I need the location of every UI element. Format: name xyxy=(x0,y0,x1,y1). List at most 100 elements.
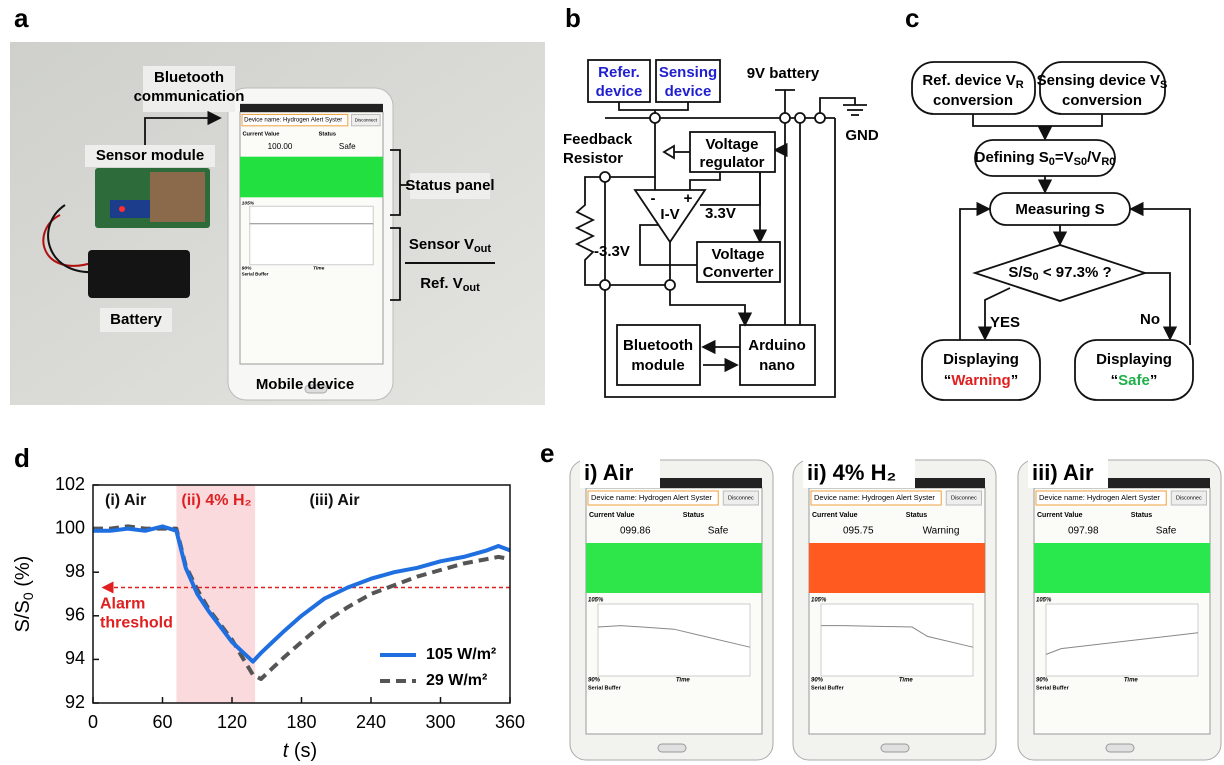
label: Status xyxy=(1131,512,1153,519)
threshold-label: Alarm xyxy=(100,596,145,613)
y-tick-label: 102 xyxy=(55,474,85,494)
label: Status xyxy=(319,131,336,137)
label: nano xyxy=(759,357,795,374)
disconnect-button-text: Disconnect xyxy=(355,117,378,122)
box xyxy=(740,325,815,385)
serial-buffer: Serial Buffer xyxy=(588,685,622,691)
x-tick-label: 300 xyxy=(425,712,455,732)
label: Voltage xyxy=(705,136,758,153)
label: Mobile device xyxy=(256,376,354,393)
panel-label: d xyxy=(14,443,30,473)
phone-label: i) Air xyxy=(584,460,634,485)
status: Warning xyxy=(923,526,960,537)
device-name: Device name: Hydrogen Alert Syster xyxy=(814,493,935,502)
annotation: (i) Air xyxy=(105,492,146,509)
shaded-region xyxy=(176,485,255,703)
label: Refer. xyxy=(598,64,640,81)
panel-c: Ref. device VR conversion Sensing device… xyxy=(912,62,1193,400)
label: Defining S0=VS0/VR0 xyxy=(975,149,1116,168)
panel-d: t (s) S/S0 (%) 0601201802403003609294969… xyxy=(12,474,525,763)
label: Displaying xyxy=(1096,351,1172,368)
panel-label: b xyxy=(565,3,581,33)
status: Safe xyxy=(1156,526,1177,537)
sensor-chip xyxy=(150,172,205,222)
label: -3.3V xyxy=(594,243,630,260)
label: device xyxy=(665,83,712,100)
graph xyxy=(821,604,973,676)
label: Bluetooth xyxy=(623,337,693,354)
x-tick-label: 60 xyxy=(152,712,172,732)
label: Resistor xyxy=(563,150,623,167)
y-tick-label: 96 xyxy=(65,605,85,625)
y-tick-label: 100 xyxy=(55,517,85,537)
disconnect-button-text: Disconnec xyxy=(1176,495,1202,501)
label: communication xyxy=(134,88,245,105)
serial-buffer: Serial Buffer xyxy=(242,272,269,277)
label: Bluetooth xyxy=(154,69,224,86)
graph-y-min: 90% xyxy=(588,678,601,684)
label: YES xyxy=(990,314,1020,331)
serial-buffer: Serial Buffer xyxy=(1036,685,1070,691)
y-tick-label: 98 xyxy=(65,561,85,581)
annotation: (ii) 4% H₂ xyxy=(181,492,251,509)
status-panel xyxy=(809,543,985,593)
home-button xyxy=(1106,744,1134,752)
label: 3.3V xyxy=(705,205,736,222)
data-line xyxy=(93,526,510,661)
legend-label: 105 W/m² xyxy=(426,646,496,663)
label: GND xyxy=(845,127,879,144)
label: I-V xyxy=(660,206,679,223)
serial-buffer: Serial Buffer xyxy=(811,685,845,691)
label: “Safe” xyxy=(1111,372,1158,389)
device-name: Device name: Hydrogen Alert Syster xyxy=(244,117,342,124)
label: regulator xyxy=(699,154,764,171)
phone-label: iii) Air xyxy=(1032,460,1094,485)
threshold-label: threshold xyxy=(100,615,173,632)
x-tick-label: 180 xyxy=(286,712,316,732)
x-tick-label: 360 xyxy=(495,712,525,732)
graph-x-label: Time xyxy=(676,678,691,684)
phone-screen: Device name: Hydrogen Alert Syster Discon… xyxy=(240,104,383,364)
label: Measuring S xyxy=(1015,201,1104,218)
label: Status xyxy=(683,512,705,519)
box xyxy=(922,340,1040,400)
status: Safe xyxy=(708,526,729,537)
panel-e: Device name: Hydrogen Alert Syster Discon… xyxy=(570,458,1221,760)
value: 100.00 xyxy=(268,142,293,151)
y-tick-label: 94 xyxy=(65,648,85,668)
panel-b: Refer. device Sensing device 9V battery … xyxy=(563,60,879,397)
panel-label: c xyxy=(905,3,919,33)
panel-label: e xyxy=(540,438,554,468)
phone-label: ii) 4% H₂ xyxy=(807,460,896,485)
graph-x-label: Time xyxy=(1124,678,1139,684)
x-tick-label: 0 xyxy=(88,712,98,732)
graph xyxy=(598,604,750,676)
box xyxy=(1075,340,1193,400)
device-name: Device name: Hydrogen Alert Syster xyxy=(591,493,712,502)
legend-label: 29 W/m² xyxy=(426,672,487,689)
label: conversion xyxy=(933,92,1013,109)
x-axis-label: t (s) xyxy=(283,740,317,762)
label: 9V battery xyxy=(747,65,820,82)
panel-label: a xyxy=(14,3,29,33)
x-tick-label: 240 xyxy=(356,712,386,732)
graph-y-max: 105% xyxy=(811,598,827,604)
label: Ref. device VR xyxy=(922,72,1023,91)
label: S/S0 < 97.3% ? xyxy=(1008,264,1111,283)
label: Current Value xyxy=(812,512,858,519)
graph-x-label: Time xyxy=(899,678,914,684)
status-panel xyxy=(240,157,383,198)
graph-y-min: 90% xyxy=(242,265,252,271)
value: 099.86 xyxy=(620,526,651,537)
graph-y-max: 105% xyxy=(242,200,255,206)
x-tick-label: 120 xyxy=(217,712,247,732)
status: Safe xyxy=(339,142,356,151)
value: 097.98 xyxy=(1068,526,1099,537)
label: module xyxy=(631,357,684,374)
graph-y-min: 90% xyxy=(811,678,824,684)
label: Current Value xyxy=(242,131,279,137)
label: Sensing xyxy=(659,64,717,81)
battery-photo xyxy=(88,250,190,298)
box xyxy=(617,325,700,385)
label: device xyxy=(596,83,643,100)
